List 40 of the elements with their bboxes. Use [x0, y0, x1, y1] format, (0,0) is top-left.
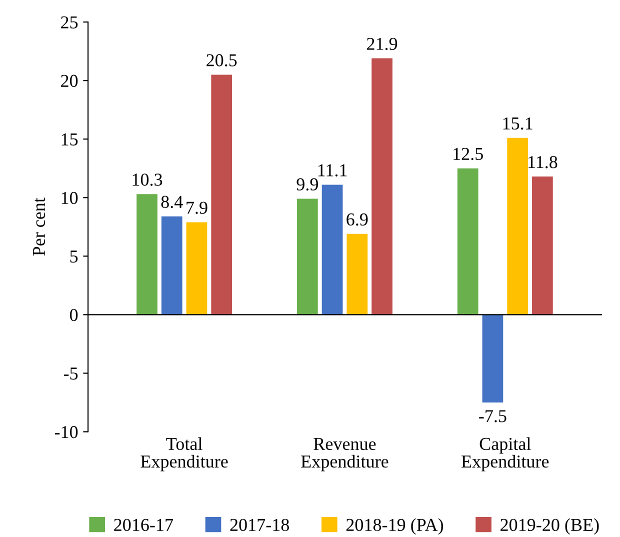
y-axis-title: Per cent — [33, 198, 46, 256]
data-label: 8.4 — [161, 196, 183, 208]
bar — [346, 234, 368, 315]
bar — [136, 194, 158, 315]
y-tick-label: 10 — [62, 192, 78, 204]
data-label: 11.8 — [528, 156, 558, 168]
y-tick-label: 5 — [70, 250, 78, 263]
bar — [161, 216, 182, 315]
bar — [296, 198, 318, 315]
data-label: 7.9 — [186, 202, 208, 214]
bar — [457, 168, 478, 315]
legend-label: 2018-19 (PA) — [346, 518, 444, 535]
bar — [482, 314, 504, 402]
data-label: 21.9 — [367, 38, 398, 50]
legend-label: 2017-18 — [230, 518, 289, 532]
data-label: 11.1 — [318, 164, 347, 176]
data-label: 10.3 — [132, 174, 162, 186]
data-label: 6.9 — [346, 213, 368, 226]
bar — [186, 222, 208, 315]
y-tick-label: 0 — [70, 308, 78, 322]
data-label: 12.5 — [454, 148, 483, 160]
data-label: 20.5 — [206, 54, 237, 66]
y-tick-label: 20 — [61, 74, 78, 87]
legend-label: 2016-17 — [114, 518, 174, 532]
bar — [532, 176, 553, 315]
y-tick-label: -5 — [64, 368, 78, 380]
y-tick-label: -10 — [54, 426, 78, 438]
legend-label: 2019-20 (BE) — [500, 518, 599, 535]
x-tick-label: Revenue Expenditure — [301, 438, 388, 472]
y-tick-label: 25 — [61, 16, 78, 28]
bar — [372, 58, 392, 315]
y-tick-label: 15 — [62, 133, 78, 146]
bar — [507, 138, 528, 315]
bar — [322, 184, 343, 315]
data-label: 15.1 — [503, 117, 532, 130]
data-label: -7.5 — [479, 410, 506, 422]
bar — [211, 74, 232, 315]
x-tick-label: Capital Expenditure — [462, 437, 549, 472]
data-label: 9.9 — [296, 178, 318, 191]
x-tick-label: Total Expenditure — [140, 437, 228, 472]
